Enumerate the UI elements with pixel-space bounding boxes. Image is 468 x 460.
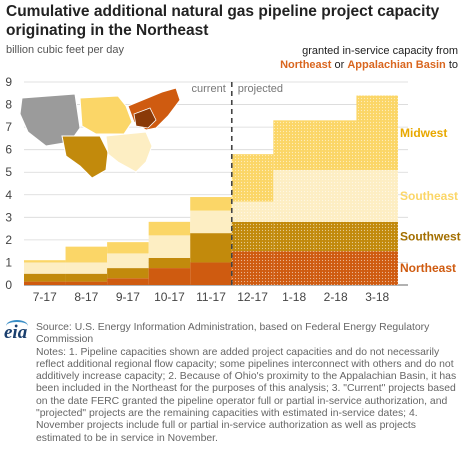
- bar-segment-midwest: [65, 246, 108, 263]
- projected-pattern: [314, 169, 357, 222]
- chart-title: Cumulative additional natural gas pipeli…: [6, 3, 440, 39]
- projected-pattern: [231, 221, 274, 252]
- y-tick-label: 2: [5, 233, 12, 247]
- projected-pattern: [314, 251, 357, 285]
- us-map-inset: [19, 87, 181, 179]
- legend-appalachian: Appalachian Basin: [347, 59, 446, 71]
- bar-segment-southeast: [148, 235, 191, 258]
- source-text: Source: U.S. Energy Information Administ…: [36, 322, 430, 346]
- projected-pattern: [273, 221, 315, 252]
- current-label: current: [192, 83, 226, 95]
- projected-pattern: [231, 251, 274, 285]
- unit-label: billion cubic feet per day: [6, 44, 125, 56]
- y-tick-label: 4: [5, 188, 12, 202]
- map-appalachian-region: [133, 107, 157, 129]
- source-notes: Source: U.S. Energy Information Administ…: [36, 322, 462, 445]
- projected-pattern: [231, 201, 274, 222]
- bar-segment-midwest: [107, 242, 149, 254]
- bar-segment-southeast: [107, 253, 149, 269]
- x-axis-ticks: 7-17 8-17 9-17 10-17 11-17 12-17 1-18 2-18 3-18: [33, 290, 390, 304]
- projected-pattern: [273, 251, 315, 285]
- bar-segment-midwest: [190, 197, 232, 211]
- projected-pattern: [356, 251, 398, 285]
- x-tick-label: 9-17: [116, 290, 140, 304]
- bar-segment-southwest: [148, 257, 191, 269]
- y-tick-label: 6: [5, 143, 12, 157]
- projected-pattern: [356, 95, 398, 170]
- projected-pattern: [314, 221, 357, 252]
- bar-segment-northeast: [107, 278, 149, 285]
- bar-segment-northeast: [148, 268, 191, 285]
- bar-segment-southeast: [190, 210, 232, 234]
- projected-label: projected: [238, 83, 283, 95]
- bars: [24, 95, 398, 285]
- legend-or: or: [331, 59, 348, 71]
- y-tick-label: 1: [5, 255, 12, 269]
- bar-segment-southwest: [24, 273, 66, 282]
- eia-logo: eia: [4, 320, 28, 344]
- series-label-northeast: Northeast: [400, 261, 456, 275]
- projected-pattern: [356, 169, 398, 222]
- x-tick-label: 11-17: [196, 290, 226, 304]
- y-tick-label: 3: [5, 210, 12, 224]
- chart-area: 0 1 2 3 4 5 6 7 8 9 7-17 8-17 9-17 10-17 11-17 12-17 1-…: [5, 75, 461, 304]
- projected-pattern: [273, 120, 315, 170]
- bar-segment-northeast: [65, 281, 108, 285]
- projected-pattern: [356, 221, 398, 252]
- x-tick-label: 10-17: [154, 290, 185, 304]
- legend-northeast: Northeast: [280, 59, 332, 71]
- x-tick-label: 8-17: [74, 290, 98, 304]
- bar-segment-northeast: [24, 281, 66, 285]
- bar-segment-southwest: [190, 233, 232, 263]
- legend-line1: granted in-service capacity from: [302, 45, 458, 57]
- x-tick-label: 7-17: [33, 290, 57, 304]
- notes-text: Notes: 1. Pipeline capacities shown are …: [36, 346, 457, 444]
- bar-segment-southeast: [24, 262, 66, 274]
- bar-segment-midwest: [24, 260, 66, 263]
- bar-segment-southwest: [107, 268, 149, 279]
- y-tick-label: 5: [5, 165, 12, 179]
- series-label-midwest: Midwest: [400, 126, 447, 140]
- y-tick-label: 7: [5, 120, 12, 134]
- legend-to: to: [445, 59, 458, 71]
- bar-segment-midwest: [148, 221, 191, 236]
- map-west-region: [19, 93, 81, 147]
- series-label-southwest: Southwest: [400, 230, 461, 244]
- series-label-southeast: Southeast: [400, 189, 458, 203]
- y-tick-label: 8: [5, 98, 12, 112]
- y-axis-ticks: 0 1 2 3 4 5 6 7 8 9: [5, 75, 12, 292]
- x-tick-label: 12-17: [237, 290, 268, 304]
- x-tick-label: 1-18: [282, 290, 306, 304]
- map-southeast-region: [105, 131, 153, 173]
- map-southwest-region: [61, 135, 109, 179]
- bar-segment-southeast: [65, 262, 108, 274]
- projected-pattern: [273, 169, 315, 222]
- y-tick-label: 9: [5, 75, 12, 89]
- bar-segment-northeast: [190, 262, 232, 285]
- map-midwest-region: [79, 95, 133, 135]
- legend-line2: Northeast or Appalachian Basin to: [280, 58, 458, 72]
- bar-segment-southwest: [65, 273, 108, 282]
- legend-heading: granted in-service capacity from Northea…: [280, 44, 458, 72]
- x-tick-label: 2-18: [324, 290, 348, 304]
- series-labels: Northeast Southwest Southeast Midwest: [400, 126, 461, 275]
- x-tick-label: 3-18: [365, 290, 389, 304]
- projected-pattern: [231, 154, 274, 202]
- y-tick-label: 0: [5, 278, 12, 292]
- projected-pattern: [314, 120, 357, 170]
